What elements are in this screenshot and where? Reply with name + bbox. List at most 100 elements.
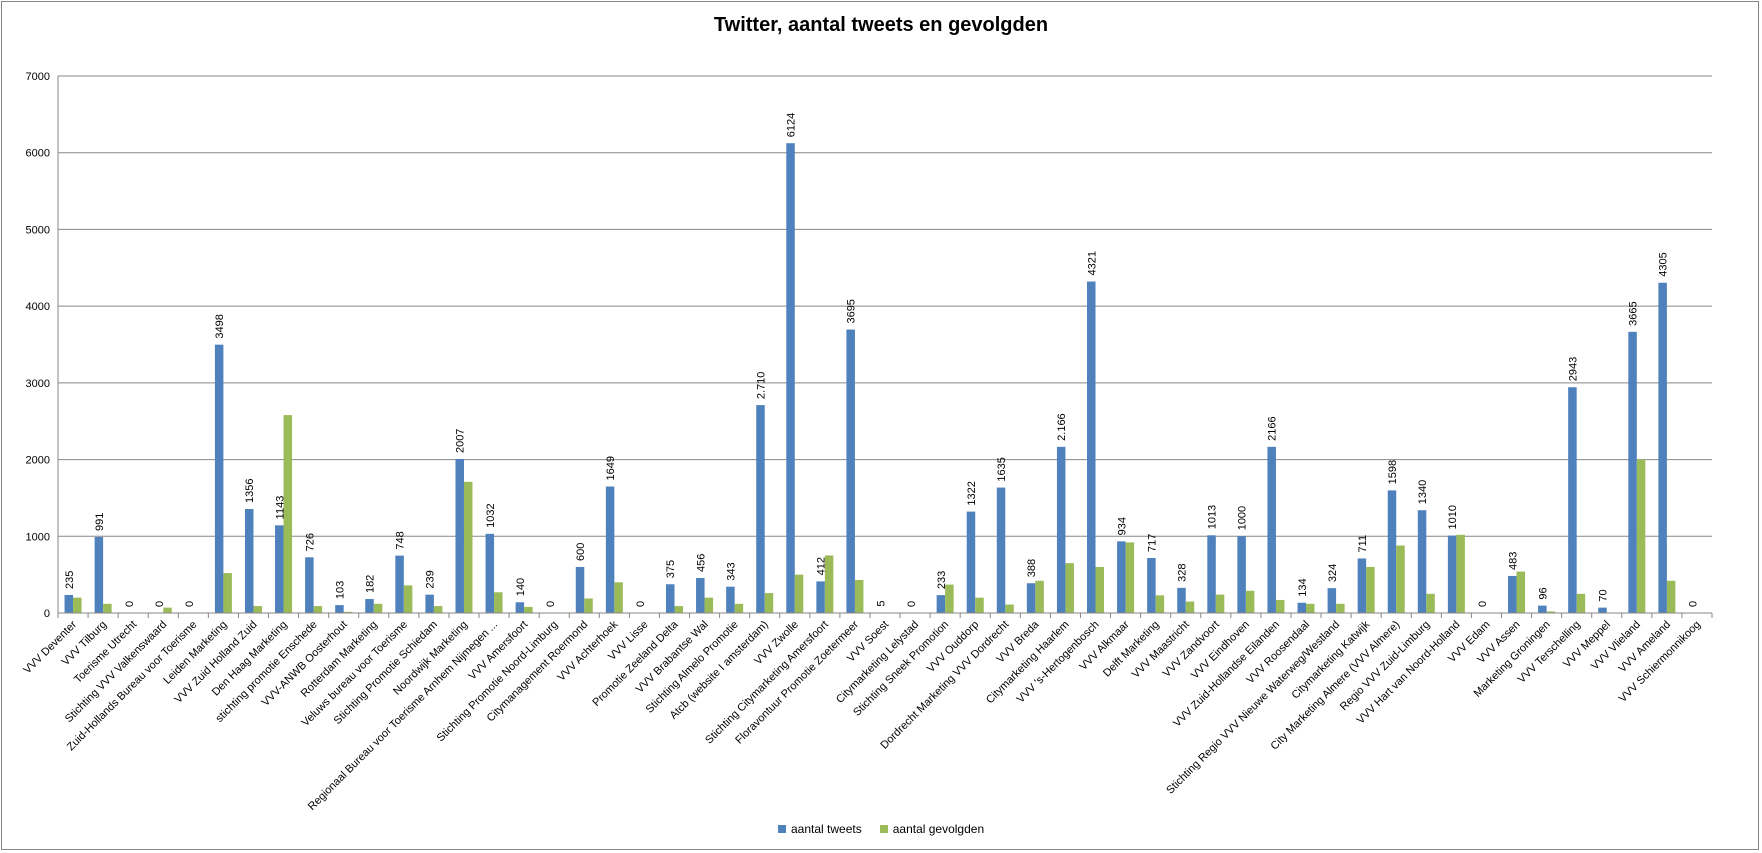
data-label-0-11: 748 xyxy=(395,531,407,549)
bar-series1-12 xyxy=(433,606,443,613)
bar-series1-34 xyxy=(1095,566,1105,613)
bar-series0-25 xyxy=(816,581,825,613)
data-label-0-44: 1598 xyxy=(1387,460,1399,484)
bar-series1-5 xyxy=(223,573,232,613)
bar-series0-31 xyxy=(996,487,1006,613)
bar-series0-6 xyxy=(244,508,254,613)
bar-series1-13 xyxy=(463,481,473,613)
data-label-0-5: 3498 xyxy=(214,314,226,338)
data-label-0-48: 483 xyxy=(1507,552,1519,570)
bar-series1-43 xyxy=(1366,566,1375,613)
bar-series0-29 xyxy=(936,595,946,613)
data-label-0-36: 717 xyxy=(1146,534,1158,552)
bar-series0-14 xyxy=(485,533,495,613)
data-label-0-31: 1635 xyxy=(996,457,1008,481)
bar-series1-6 xyxy=(253,606,262,613)
bar-series0-36 xyxy=(1147,557,1156,613)
y-axis-ticks: 0 1000 2000 3000 4000 5000 6000 7000 xyxy=(26,71,50,620)
bar-series1-22 xyxy=(734,603,744,613)
data-labels: 235 991 0 0 0 3498 1356 1143 726 103 182 748 239 2007… xyxy=(64,113,1700,607)
data-label-0-30: 1322 xyxy=(966,481,978,505)
data-label-0-35: 934 xyxy=(1116,517,1128,535)
bar-series0-22 xyxy=(726,586,735,613)
bar-series0-7 xyxy=(275,525,284,613)
data-label-0-16: 0 xyxy=(545,601,557,607)
bar-series1-44 xyxy=(1396,545,1405,613)
data-label-0-3: 0 xyxy=(154,601,166,607)
bar-series0-41 xyxy=(1297,602,1307,613)
data-label-0-40: 2166 xyxy=(1267,416,1279,440)
bar-series1-36 xyxy=(1155,595,1165,613)
bar-series1-37 xyxy=(1185,601,1195,613)
bar-series0-51 xyxy=(1598,607,1607,613)
y-tick-label-1: 1000 xyxy=(26,531,50,543)
data-label-0-21: 456 xyxy=(695,554,707,572)
bar-series1-52 xyxy=(1636,459,1646,613)
legend-swatch-gevolgden xyxy=(879,825,888,833)
data-label-0-14: 1032 xyxy=(485,503,497,527)
data-label-0-50: 2943 xyxy=(1567,357,1579,381)
data-label-0-42: 324 xyxy=(1327,564,1339,582)
bar-series0-13 xyxy=(455,459,464,613)
data-label-0-53: 4305 xyxy=(1658,252,1670,276)
bar-series1-42 xyxy=(1336,603,1345,613)
data-label-0-34: 4321 xyxy=(1086,251,1098,275)
bar-series0-23 xyxy=(756,405,765,613)
bar-series0-18 xyxy=(605,486,615,613)
bar-series0-11 xyxy=(395,555,404,613)
bar-series0-49 xyxy=(1538,605,1547,613)
bar-series0-33 xyxy=(1056,446,1066,613)
data-label-0-7: 1143 xyxy=(274,496,286,520)
data-label-0-51: 70 xyxy=(1597,589,1609,601)
data-label-0-17: 600 xyxy=(575,543,587,561)
bar-series1-9 xyxy=(343,611,353,613)
data-label-0-15: 140 xyxy=(515,578,527,596)
data-label-0-22: 343 xyxy=(725,562,737,580)
data-label-0-1: 991 xyxy=(94,513,106,531)
bar-series0-32 xyxy=(1026,583,1036,613)
bar-series0-38 xyxy=(1207,535,1216,613)
data-label-0-32: 388 xyxy=(1026,559,1038,577)
bar-series0-46 xyxy=(1447,535,1457,613)
y-tick-label-4: 4000 xyxy=(26,301,50,313)
data-label-0-45: 1340 xyxy=(1417,480,1429,504)
bar-series0-44 xyxy=(1387,490,1397,613)
bar-series0-50 xyxy=(1568,387,1577,613)
y-tick-label-0: 0 xyxy=(44,608,50,620)
bar-series1-1 xyxy=(103,603,112,613)
data-label-0-25: 412 xyxy=(816,557,828,575)
data-label-0-10: 182 xyxy=(365,575,377,593)
data-label-0-46: 1010 xyxy=(1447,505,1459,529)
bar-series0-45 xyxy=(1417,510,1427,613)
bar-series0-9 xyxy=(335,605,344,613)
bar-series1-53 xyxy=(1666,580,1676,613)
bar-series1-14 xyxy=(494,592,503,613)
y-tick-label-7: 7000 xyxy=(26,71,50,83)
legend-label-gevolgden: aantal gevolgden xyxy=(892,822,985,836)
legend-label-tweets: aantal tweets xyxy=(791,822,862,836)
data-label-0-6: 1356 xyxy=(244,478,256,502)
data-label-0-49: 96 xyxy=(1537,587,1549,599)
data-label-0-38: 1013 xyxy=(1207,505,1219,529)
bar-series1-39 xyxy=(1245,590,1255,613)
bar-series1-50 xyxy=(1576,593,1586,613)
data-label-0-26: 3695 xyxy=(846,299,858,323)
bar-series1-18 xyxy=(614,582,623,613)
bar-series0-52 xyxy=(1628,331,1637,613)
bar-series1-26 xyxy=(854,580,864,613)
data-label-0-33: 2.166 xyxy=(1056,413,1068,441)
bar-series1-45 xyxy=(1426,593,1435,613)
data-label-0-54: 0 xyxy=(1688,601,1700,607)
bar-series1-8 xyxy=(313,606,323,613)
data-label-0-47: 0 xyxy=(1477,601,1489,607)
y-tick-label-3: 3000 xyxy=(26,378,50,390)
bar-series1-0 xyxy=(73,597,82,613)
bar-series1-10 xyxy=(373,603,383,613)
bar-series0-24 xyxy=(786,143,795,613)
bar-series0-15 xyxy=(515,602,525,613)
data-label-0-19: 0 xyxy=(635,601,647,607)
bar-series0-17 xyxy=(575,566,585,613)
data-label-0-41: 134 xyxy=(1297,578,1309,596)
data-label-0-29: 233 xyxy=(936,571,948,589)
bar-series0-21 xyxy=(696,578,705,613)
